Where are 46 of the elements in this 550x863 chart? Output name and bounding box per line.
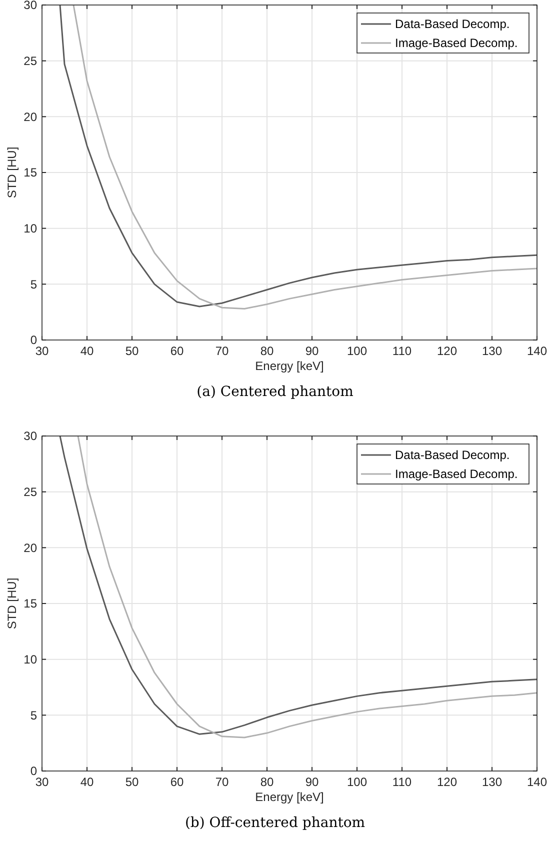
text: (b) Off-centered phantom <box>184 815 366 831</box>
legend-label: Data-Based Decomp. <box>395 448 510 462</box>
y-tick-label: 5 <box>30 277 38 292</box>
x-tick-label: 80 <box>260 775 274 789</box>
y-tick-label: 15 <box>24 166 38 180</box>
y-tick-label: 10 <box>24 652 38 667</box>
x-tick-label: 100 <box>346 775 368 789</box>
x-axis-title: Energy [keV] <box>255 790 324 804</box>
y-tick-label: 5 <box>30 708 38 722</box>
x-tick-label: 60 <box>170 775 184 789</box>
x-axis-title: Energy [keV] <box>255 359 324 373</box>
x-tick-label: 140 <box>526 775 548 789</box>
x-tick-label: 70 <box>215 344 229 358</box>
y-tick-label: 20 <box>24 540 38 555</box>
y-tick-label: 0 <box>30 764 38 778</box>
x-tick-label: 90 <box>305 775 319 789</box>
x-tick-label: 100 <box>346 344 368 358</box>
x-tick-label: 130 <box>482 775 502 789</box>
y-tick-label: 30 <box>24 0 38 12</box>
legend-label: Data-Based Decomp. <box>395 17 510 32</box>
x-tick-label: 40 <box>80 344 94 358</box>
x-tick-label: 110 <box>392 775 412 789</box>
x-tick-label: 60 <box>170 344 184 358</box>
x-tick-label: 120 <box>436 344 458 358</box>
y-tick-label: 15 <box>24 596 38 611</box>
y-tick-label: 30 <box>24 429 38 444</box>
x-tick-label: 140 <box>526 344 548 358</box>
y-axis-title: STD [HU] <box>5 146 19 198</box>
y-tick-label: 25 <box>24 485 38 500</box>
x-tick-label: 130 <box>482 344 502 358</box>
y-tick-label: 25 <box>24 54 38 68</box>
x-tick-label: 80 <box>260 344 274 358</box>
x-tick-label: 70 <box>215 775 229 789</box>
y-tick-label: 0 <box>30 333 38 348</box>
legend-label: Image-Based Decomp. <box>395 36 518 50</box>
x-tick-label: 110 <box>392 344 412 358</box>
x-tick-label: 50 <box>125 775 139 789</box>
x-tick-label: 50 <box>125 344 139 358</box>
y-tick-label: 20 <box>24 110 38 124</box>
y-tick-label: 10 <box>24 222 38 236</box>
x-tick-label: 40 <box>80 775 94 789</box>
text: (a) Centered phantom <box>196 384 354 400</box>
x-tick-label: 120 <box>436 775 458 789</box>
legend-label: Image-Based Decomp. <box>395 467 518 482</box>
x-tick-label: 90 <box>305 344 319 358</box>
y-axis-title: STD [HU] <box>5 578 19 630</box>
